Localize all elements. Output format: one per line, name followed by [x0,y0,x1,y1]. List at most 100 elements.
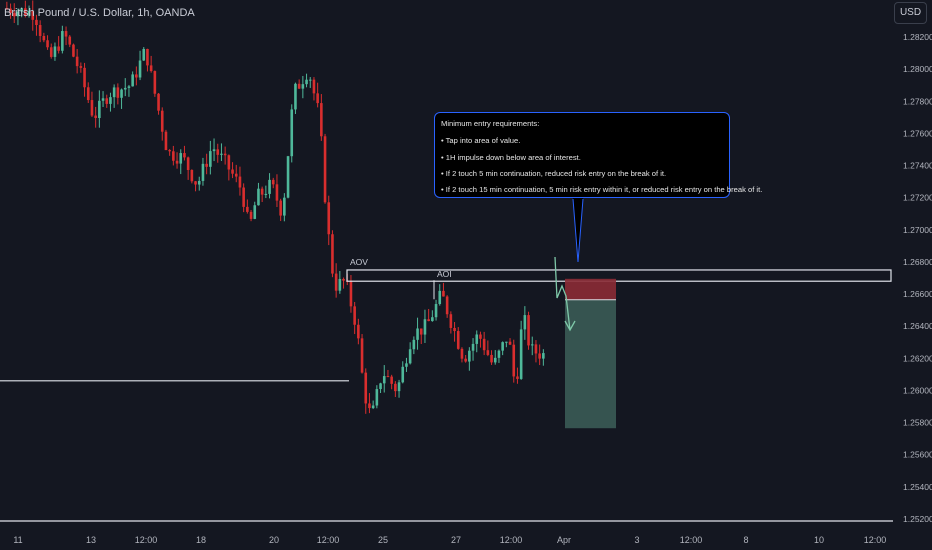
annotation-callout: Minimum entry requirements: • Tap into a… [434,112,762,198]
candle-body [168,150,171,152]
y-tick-label: 1.26200 [903,353,932,363]
candle-body [86,87,90,101]
candle-body [512,344,516,377]
candle-body [434,304,438,318]
candle-body [172,151,175,161]
candle-body [46,40,49,48]
candle-body [460,348,464,359]
candle-body [419,328,423,335]
candle-body [331,234,334,274]
candle-body [342,278,345,281]
candle-body [320,103,323,137]
candle-body [301,84,305,89]
candle-body [212,149,216,152]
candle-body [49,47,53,57]
candle-body [253,205,257,219]
candle-body [312,79,316,94]
candle-body [38,25,42,36]
x-tick-label: 13 [86,535,96,545]
candle-body [138,60,142,78]
candle-body [216,149,220,155]
candle-body [275,184,279,201]
candle-body [153,71,157,94]
candle-body [493,357,497,363]
candle-body [64,31,68,37]
candle-body [401,366,405,383]
candle-body [94,115,97,119]
candle-body [109,97,112,104]
y-tick-label: 1.25600 [903,450,932,460]
candle-body [349,281,353,307]
candle-body [61,31,64,51]
y-tick-label: 1.27200 [903,193,932,203]
candle-body [98,100,101,119]
candle-body [246,206,249,212]
candle-body [468,350,471,362]
price-axis[interactable]: 1.28200 1.28000 1.27800 1.27600 1.27400 1.272… [893,0,932,550]
target-zone [565,299,616,429]
candle-body [538,353,541,359]
candle-body [456,331,460,349]
candle-body [227,155,231,170]
time-axis[interactable]: 11 13 12:00 18 20 12:00 25 27 12:00 Apr 3 12:00 8 10 1… [13,535,886,545]
candle-body [209,151,212,167]
candle-body [394,383,397,392]
candle-body [179,153,183,164]
candle-body [279,200,282,216]
candle-body [264,193,268,195]
candle-body [294,83,297,110]
symbol-title: British Pound / U.S. Dollar, 1h, OANDA [4,7,195,19]
candle-body [519,329,523,379]
candle-body [234,173,238,177]
y-tick-label: 1.26600 [903,289,932,299]
candle-body [220,153,223,155]
x-tick-label: 8 [743,535,748,545]
candle-body [360,338,364,373]
candle-body [75,56,79,67]
annotation-item: • 1H impulse down below area of interest… [441,153,581,162]
candle-body [416,328,419,340]
currency-button[interactable]: USD [894,2,927,24]
callout-pointer [573,198,583,262]
candle-body [290,109,294,157]
candle-body [308,79,312,81]
candle-body [175,160,179,164]
y-tick-label: 1.25800 [903,418,932,428]
x-tick-label: 12:00 [680,535,703,545]
candle-body [42,35,46,41]
candle-body [390,376,393,384]
candle-body [223,153,227,156]
candle-body [475,334,479,344]
candle-body [471,343,475,351]
annotation-item: • If 2 touch 15 min continuation, 5 min … [441,185,763,194]
candle-body [164,131,168,151]
x-tick-label: 3 [634,535,639,545]
candle-body [297,83,301,89]
candle-body [438,290,442,305]
candle-body [5,8,9,10]
candle-body [238,176,242,188]
candle-body [379,383,382,390]
candle-body [286,156,290,198]
candle-body [368,403,371,409]
candle-body [149,65,153,72]
candle-body [364,372,368,404]
candle-body [31,11,35,20]
candle-body [305,79,308,85]
annotation-title: Minimum entry requirements: [441,119,540,128]
candle-body [334,273,338,291]
y-tick-label: 1.25400 [903,482,932,492]
projection-arrow [554,256,571,331]
candle-body [186,157,190,171]
candle-body [449,314,453,328]
x-tick-label: 12:00 [864,535,887,545]
candle-body [120,89,123,98]
candle-body [83,67,86,88]
candle-body [242,187,245,207]
candle-body [542,353,545,359]
candle-body [382,376,386,384]
candle-body [283,197,286,216]
candle-body [183,153,186,158]
candle-body [501,342,504,351]
